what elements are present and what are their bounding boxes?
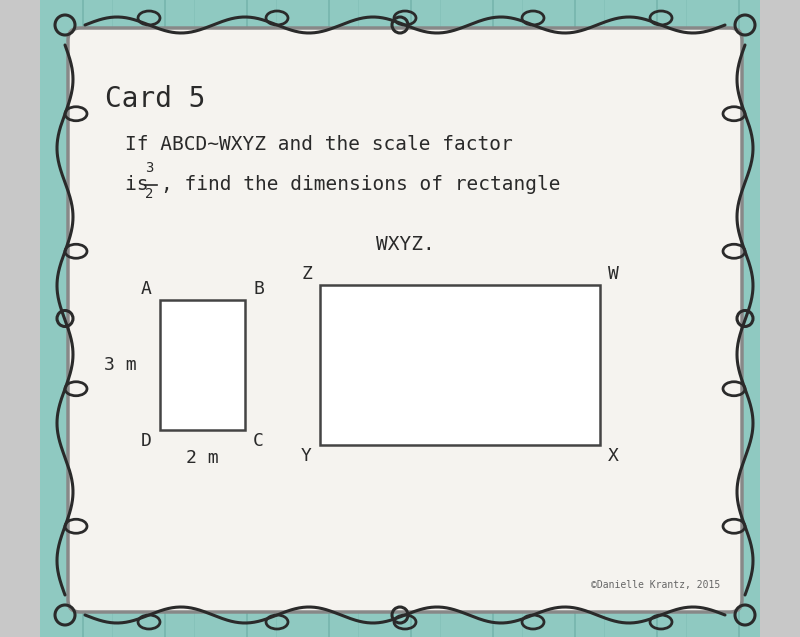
Bar: [686, 0, 687, 637]
Bar: [492, 0, 494, 637]
Text: W: W: [608, 265, 619, 283]
Bar: [768, 0, 769, 637]
Bar: [738, 0, 740, 637]
Bar: [246, 0, 248, 637]
Bar: [410, 0, 412, 637]
Text: 3 m: 3 m: [104, 356, 136, 374]
Bar: [522, 0, 523, 637]
Bar: [0, 0, 40, 637]
Text: C: C: [253, 432, 264, 450]
Bar: [160, 300, 245, 430]
Text: 3: 3: [145, 161, 154, 175]
Text: 2: 2: [145, 187, 154, 201]
FancyBboxPatch shape: [68, 28, 742, 612]
Bar: [276, 0, 277, 637]
Text: D: D: [141, 432, 152, 450]
Text: If ABCD~WXYZ and the scale factor: If ABCD~WXYZ and the scale factor: [125, 135, 513, 154]
Text: B: B: [253, 280, 264, 298]
Bar: [82, 0, 84, 637]
Bar: [194, 0, 195, 637]
Bar: [574, 0, 576, 637]
Bar: [112, 0, 113, 637]
Bar: [0, 0, 2, 637]
Text: Y: Y: [301, 447, 312, 465]
Text: 2 m: 2 m: [186, 449, 219, 467]
Text: WXYZ.: WXYZ.: [376, 235, 434, 254]
Text: , find the dimensions of rectangle: , find the dimensions of rectangle: [161, 175, 561, 194]
Bar: [30, 0, 31, 637]
Bar: [604, 0, 605, 637]
Bar: [656, 0, 658, 637]
Bar: [164, 0, 166, 637]
Text: A: A: [141, 280, 152, 298]
Text: Z: Z: [301, 265, 312, 283]
Bar: [358, 0, 359, 637]
Text: X: X: [608, 447, 619, 465]
Text: Card 5: Card 5: [105, 85, 206, 113]
Bar: [320, 285, 600, 445]
Text: is: is: [125, 175, 160, 194]
Text: ©Danielle Krantz, 2015: ©Danielle Krantz, 2015: [590, 580, 720, 590]
Bar: [440, 0, 441, 637]
Bar: [760, 0, 800, 637]
Bar: [328, 0, 330, 637]
